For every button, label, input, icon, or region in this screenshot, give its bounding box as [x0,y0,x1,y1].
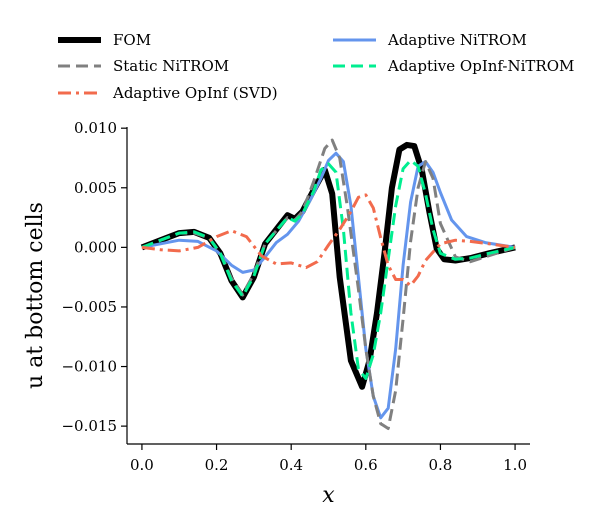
y-tick-label: −0.005 [61,298,117,316]
x-tick-label: 1.0 [503,456,527,474]
x-tick-label: 0.4 [279,456,303,474]
series-line-adaptive-nitrom [141,151,516,420]
y-tick-label: 0.005 [74,179,117,197]
y-tick-label: −0.010 [61,358,117,376]
y-axis-label: u at bottom cells [23,202,48,389]
y-tick-label: 0.010 [74,119,117,137]
series-line-adaptive-opinf-nitrom [141,158,516,380]
y-tick-label: −0.015 [61,417,117,435]
legend-label-fom: FOM [113,31,151,49]
x-tick-label: 0.6 [354,456,378,474]
x-tick-label: 0.8 [429,456,453,474]
legend-label-static-nitrom: Static NiTROM [113,57,229,75]
y-tick-label: 0.000 [74,238,117,256]
legend-label-adaptive-opinf-nitrom: Adaptive OpInf-NiTROM [387,57,574,75]
plot-lines [140,138,516,430]
series-line-static-nitrom [141,138,516,430]
x-tick-label: 0.0 [130,456,154,474]
legend-label-adaptive-nitrom: Adaptive NiTROM [387,31,527,49]
axes: 0.0 0.2 0.4 0.6 0.8 1.0 0.010 0.005 0.000 −0.005 −… [61,119,530,474]
legend: FOM Static NiTROM Adaptive OpInf (SVD) Adap… [58,31,574,102]
x-axis-label: x [322,483,335,508]
series-line-fom [140,141,516,390]
series-line-adaptive-opinf-svd [141,193,516,287]
legend-label-adaptive-opinf-svd: Adaptive OpInf (SVD) [112,84,278,102]
x-tick-label: 0.2 [205,456,229,474]
